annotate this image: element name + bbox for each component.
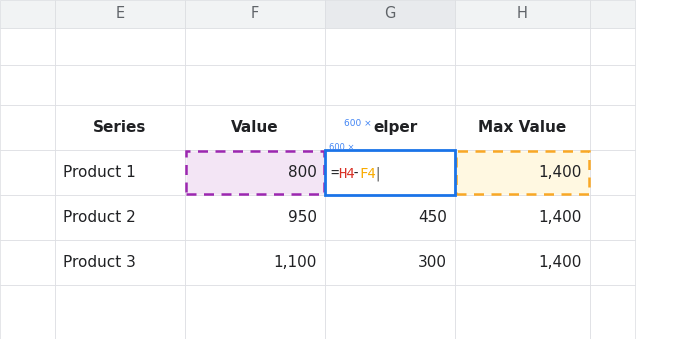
Bar: [185, 150, 325, 195]
Bar: [455, 150, 590, 195]
Bar: [0, 195, 55, 240]
Bar: [55, 285, 185, 339]
Text: 800: 800: [288, 165, 317, 180]
Bar: [0, 65, 55, 105]
Text: H4: H4: [338, 166, 355, 180]
Bar: [325, 150, 455, 195]
Bar: [455, 195, 590, 240]
Text: Product 3: Product 3: [63, 255, 136, 270]
Bar: [0, 28, 55, 65]
Bar: [185, 28, 325, 65]
Bar: [185, 105, 325, 150]
Text: 1,400: 1,400: [539, 255, 582, 270]
Bar: [325, 65, 455, 105]
Bar: [455, 0, 590, 28]
Bar: [185, 285, 325, 339]
Text: 950: 950: [288, 210, 317, 225]
Bar: [325, 150, 455, 195]
Bar: [455, 240, 590, 285]
Bar: [590, 195, 635, 240]
Bar: [185, 240, 325, 285]
Text: 600 ×: 600 ×: [329, 143, 354, 152]
Bar: [325, 105, 455, 150]
Text: G: G: [385, 6, 395, 21]
Text: H: H: [517, 6, 528, 21]
Bar: [185, 195, 325, 240]
Text: E: E: [116, 6, 124, 21]
Bar: [0, 240, 55, 285]
Bar: [55, 105, 185, 150]
Bar: [325, 195, 455, 240]
Text: Series: Series: [93, 120, 147, 135]
Bar: [590, 65, 635, 105]
Text: 600 ×: 600 ×: [344, 119, 372, 128]
Text: |: |: [373, 166, 381, 181]
Bar: [590, 105, 635, 150]
Bar: [590, 150, 635, 195]
Bar: [55, 65, 185, 105]
Bar: [185, 65, 325, 105]
Bar: [325, 240, 455, 285]
Text: 1,400: 1,400: [539, 165, 582, 180]
Text: Product 1: Product 1: [63, 165, 136, 180]
Bar: [590, 28, 635, 65]
Bar: [55, 150, 185, 195]
Bar: [185, 0, 325, 28]
Bar: [455, 105, 590, 150]
Bar: [0, 150, 55, 195]
Text: =: =: [330, 166, 339, 180]
Bar: [55, 240, 185, 285]
Text: F: F: [251, 6, 259, 21]
Bar: [590, 0, 635, 28]
Text: 450: 450: [418, 210, 447, 225]
Bar: [590, 285, 635, 339]
Bar: [325, 0, 455, 28]
Bar: [325, 28, 455, 65]
Text: Value: Value: [231, 120, 279, 135]
Bar: [186, 151, 324, 194]
Bar: [0, 285, 55, 339]
Bar: [590, 240, 635, 285]
Bar: [55, 0, 185, 28]
Text: elper: elper: [373, 120, 417, 135]
Bar: [455, 28, 590, 65]
Bar: [0, 0, 55, 28]
Text: F4: F4: [359, 166, 376, 180]
Text: Max Value: Max Value: [479, 120, 566, 135]
Bar: [455, 285, 590, 339]
Bar: [55, 28, 185, 65]
Bar: [325, 285, 455, 339]
Bar: [55, 195, 185, 240]
Bar: [0, 105, 55, 150]
Text: Product 2: Product 2: [63, 210, 136, 225]
Bar: [455, 65, 590, 105]
Text: 300: 300: [418, 255, 447, 270]
Text: -: -: [352, 166, 360, 180]
Bar: [456, 151, 589, 194]
Text: 1,400: 1,400: [539, 210, 582, 225]
Text: 1,100: 1,100: [274, 255, 317, 270]
